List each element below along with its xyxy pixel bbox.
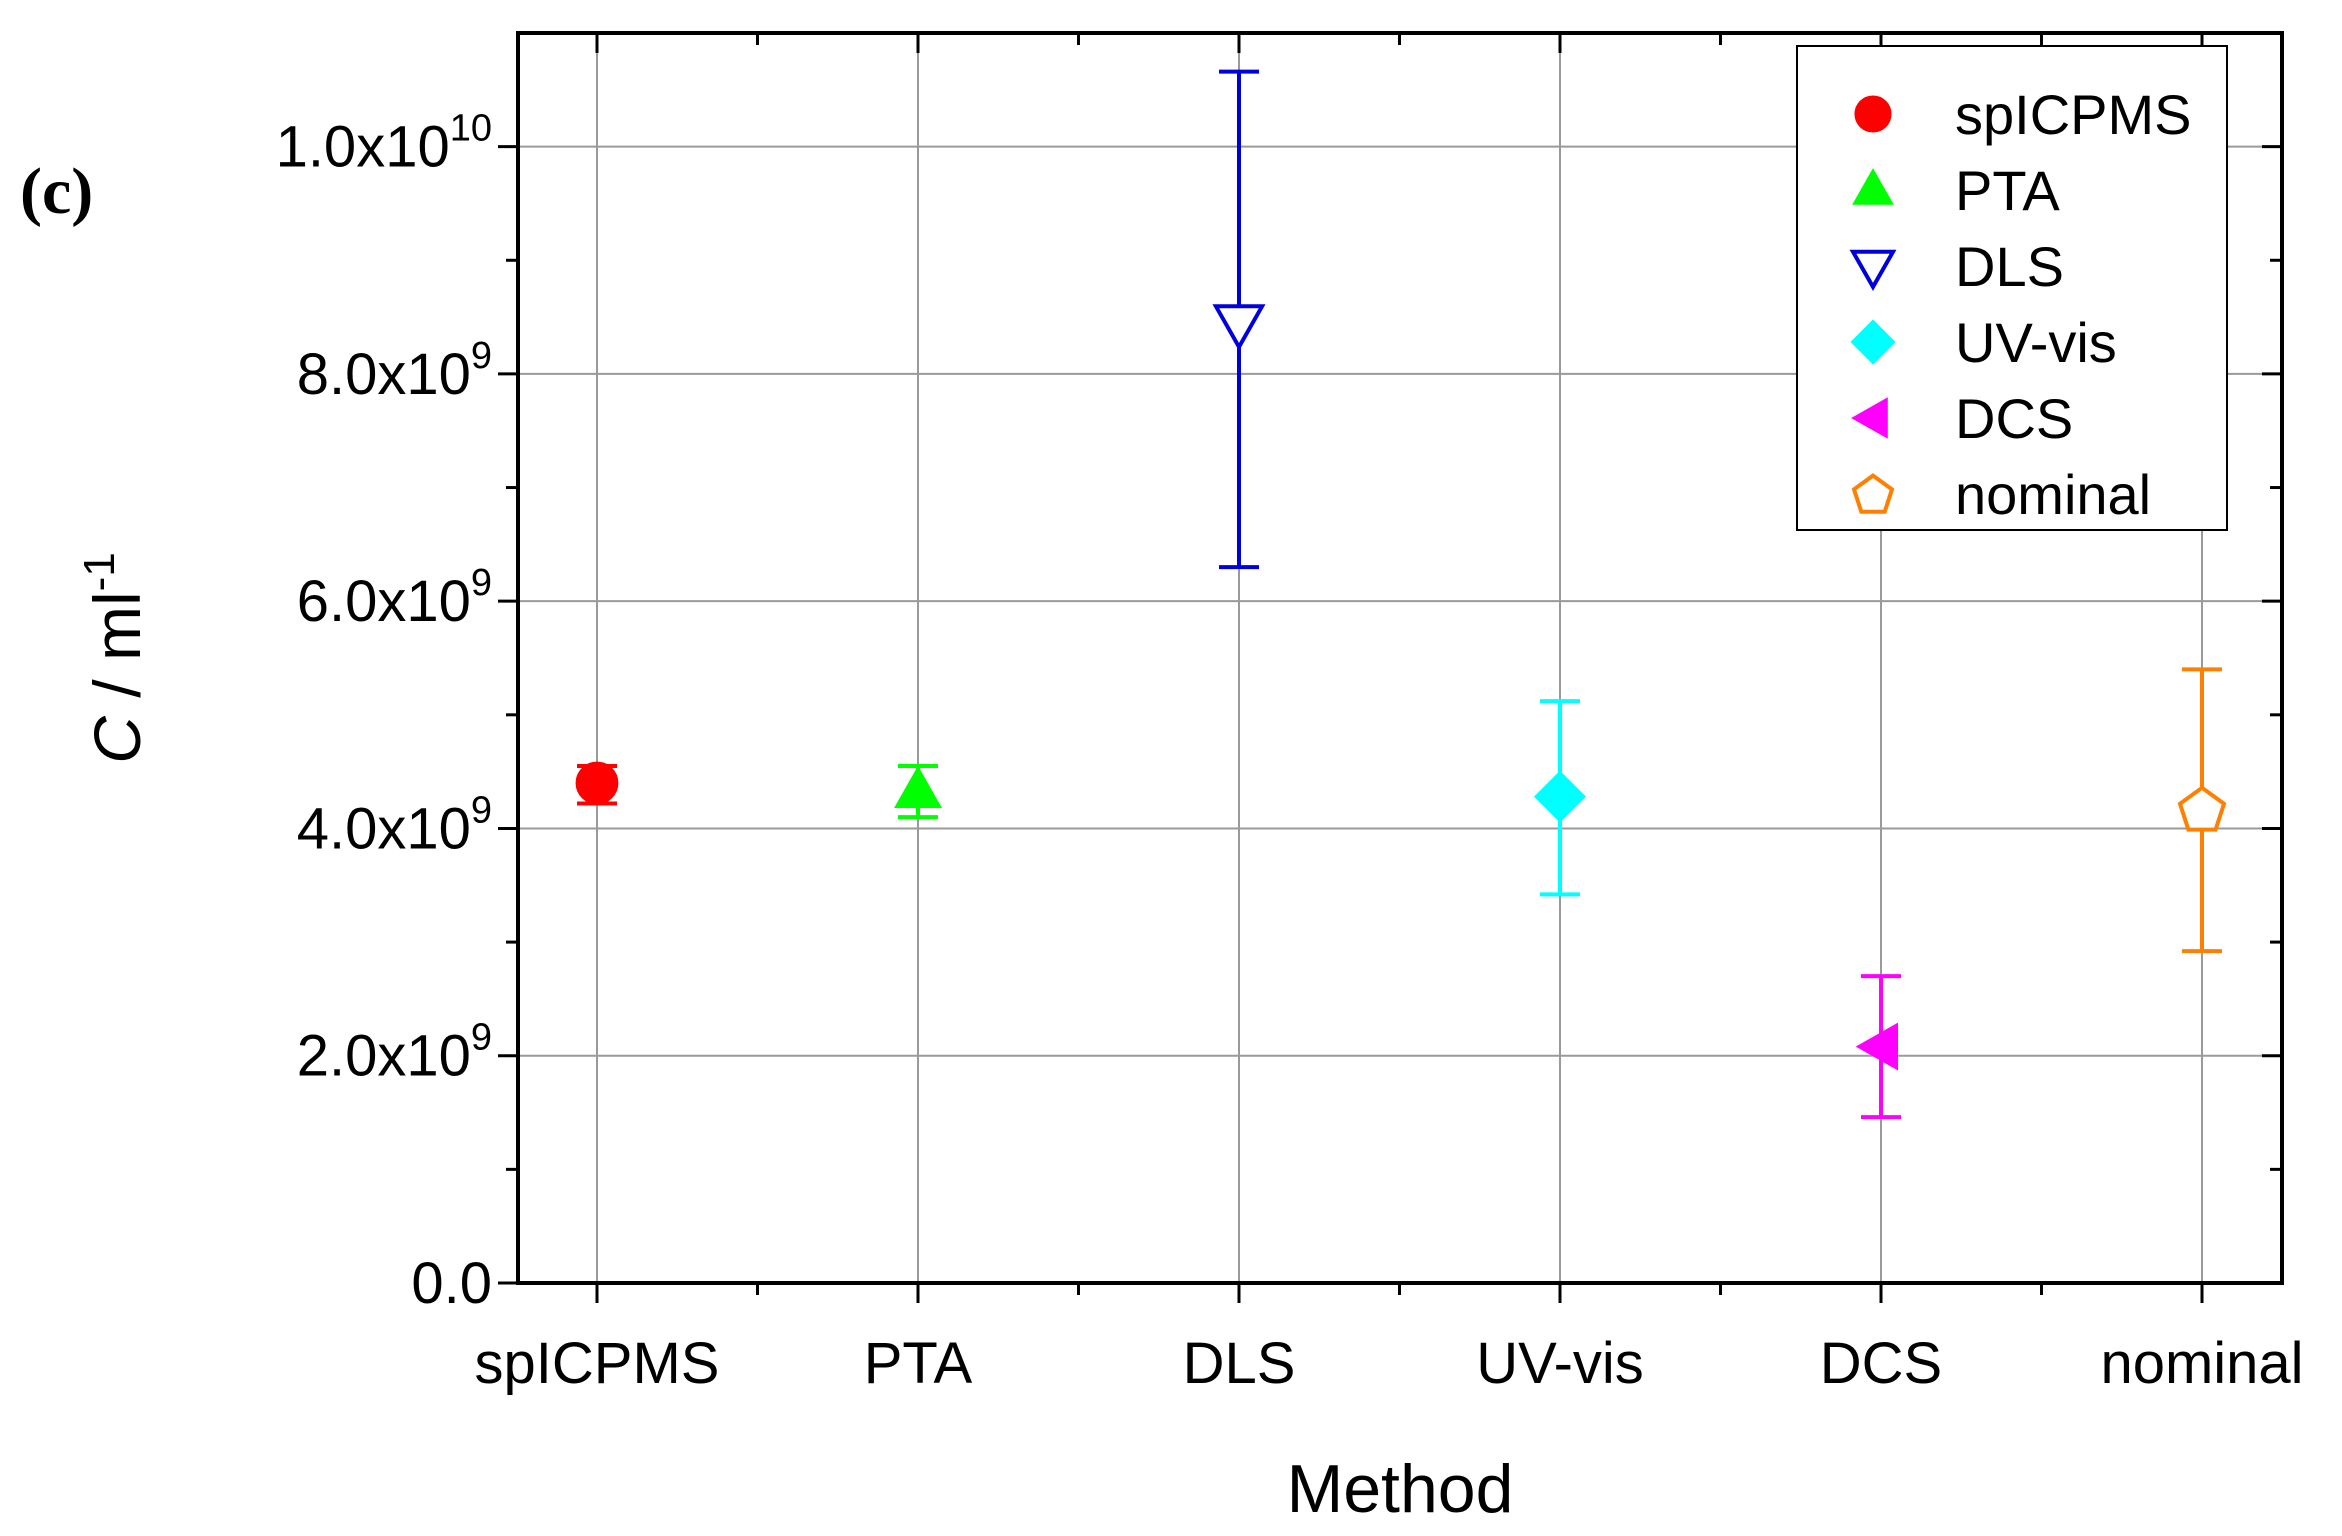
y-tick-label: 0.0 xyxy=(411,1251,492,1316)
legend-marker-DCS xyxy=(1851,397,1888,439)
y-tick-mantissa: 1.0x10 xyxy=(276,115,450,180)
y-tick-exponent: 9 xyxy=(471,562,492,604)
y-tick-mantissa: 2.0x10 xyxy=(297,1024,471,1089)
x-tick-label: DLS xyxy=(1183,1331,1296,1396)
y-tick-mantissa: 6.0x10 xyxy=(297,569,471,634)
legend-marker-spICPMS xyxy=(1854,95,1892,133)
panel-label: (c) xyxy=(20,155,93,228)
legend-marker-nominal xyxy=(1851,473,1895,514)
legend-label-PTA: PTA xyxy=(1955,159,2060,222)
x-tick-label: DCS xyxy=(1820,1331,1942,1396)
y-axis-label-exponent: -1 xyxy=(75,552,124,591)
y-tick-exponent: 9 xyxy=(471,789,492,831)
x-axis-label: Method xyxy=(1287,1451,1514,1527)
data-point-spICPMS xyxy=(575,761,619,805)
y-axis-label-symbol: C xyxy=(80,715,154,764)
legend-label-UV-vis: UV-vis xyxy=(1955,311,2117,374)
y-tick-exponent: 9 xyxy=(471,1017,492,1059)
y-tick-mantissa: 0.0 xyxy=(411,1251,492,1316)
marker-layer xyxy=(575,304,2227,1071)
y-tick-exponent: 9 xyxy=(471,335,492,377)
x-tick-label: spICPMS xyxy=(475,1331,720,1396)
y-axis-label: C / ml-1 xyxy=(75,552,154,763)
y-tick-label: 4.0x109 xyxy=(297,789,492,861)
legend: spICPMS PTA DLS UV-vis DCS nominal xyxy=(1796,45,2228,531)
y-tick-label: 2.0x109 xyxy=(297,1017,492,1089)
data-point-PTA xyxy=(894,765,942,808)
y-tick-mantissa: 8.0x10 xyxy=(297,342,471,407)
data-point-DLS xyxy=(1212,304,1266,352)
y-tick-label: 6.0x109 xyxy=(297,562,492,634)
y-tick-exponent: 10 xyxy=(450,108,492,150)
legend-label-spICPMS: spICPMS xyxy=(1955,83,2192,146)
legend-marker-PTA xyxy=(1852,168,1894,205)
y-axis-label-unit: / ml xyxy=(80,591,154,716)
legend-marker-UV-vis xyxy=(1850,319,1896,365)
x-tick-label: PTA xyxy=(864,1331,973,1396)
legend-label-DLS: DLS xyxy=(1955,235,2064,298)
y-tick-mantissa: 4.0x10 xyxy=(297,796,471,861)
legend-items: spICPMS PTA DLS UV-vis DCS nominal xyxy=(1849,83,2192,526)
data-point-UV-vis xyxy=(1533,770,1587,823)
legend-label-DCS: DCS xyxy=(1955,387,2073,450)
x-tick-label: UV-vis xyxy=(1476,1331,1644,1396)
legend-label-nominal: nominal xyxy=(1955,463,2151,526)
data-point-DCS xyxy=(1855,1022,1898,1071)
tick-layer: spICPMS PTA DLS UV-vis DCS nominal0.02.0x1094… xyxy=(276,33,2304,1396)
data-point-nominal xyxy=(2177,785,2227,832)
y-tick-label: 8.0x109 xyxy=(297,335,492,407)
x-tick-label: nominal xyxy=(2100,1331,2303,1396)
legend-marker-DLS xyxy=(1849,249,1897,291)
y-tick-label: 1.0x1010 xyxy=(276,108,492,180)
